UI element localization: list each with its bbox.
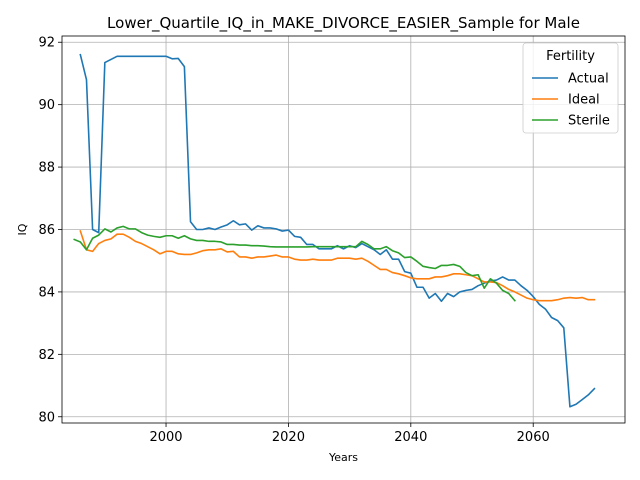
legend: Fertility Actual Ideal Sterile	[522, 42, 619, 134]
legend-box	[522, 42, 619, 134]
legend-entries: Actual Ideal Sterile	[532, 72, 610, 129]
y-axis-label: IQ	[16, 223, 29, 235]
legend-title: Fertility	[546, 49, 595, 64]
legend-label-actual: Actual	[568, 72, 609, 87]
series-line-actual	[79, 53, 596, 408]
y-tick-label: 86	[38, 223, 55, 238]
x-tick-label: 2060	[517, 430, 550, 445]
x-tick-label: 2000	[149, 430, 182, 445]
y-tick-label: 84	[38, 285, 55, 300]
series-line-ideal	[79, 230, 596, 302]
x-tick-label: 2040	[394, 430, 427, 445]
series-line-sterile	[73, 225, 516, 302]
legend-label-ideal: Ideal	[568, 93, 600, 108]
ticks: 2000 2020 2040 2060 80 82 84 86 88 90 92	[38, 36, 549, 445]
x-tick-label: 2020	[272, 430, 305, 445]
y-tick-label: 92	[38, 36, 55, 51]
y-tick-label: 80	[38, 410, 55, 425]
chart-title: Lower_Quartile_IQ_in_MAKE_DIVORCE_EASIER…	[107, 14, 580, 33]
x-axis-label: Years	[328, 451, 358, 464]
y-tick-label: 90	[38, 98, 55, 113]
y-tick-label: 88	[38, 161, 55, 176]
y-tick-label: 82	[38, 348, 55, 363]
series-layer	[73, 53, 596, 408]
legend-label-sterile: Sterile	[568, 114, 610, 129]
